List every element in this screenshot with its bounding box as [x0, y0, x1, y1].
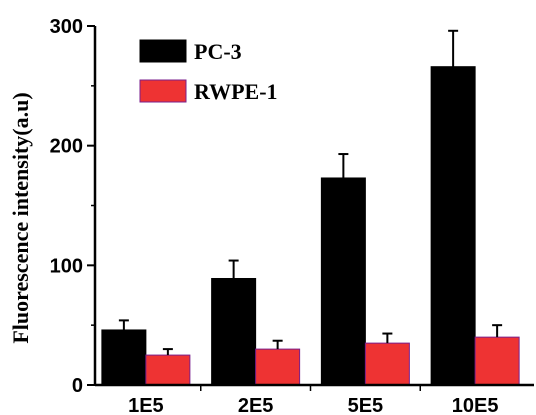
legend-swatch-rwpe-1	[139, 79, 187, 103]
y-tick-label-200: 200	[50, 136, 83, 158]
bar-rwpe-1-10e5	[474, 336, 520, 386]
bar-rwpe-1-5e5	[364, 342, 410, 386]
bar-pc-3-5e5	[320, 177, 366, 386]
x-tick-label-10e5: 10E5	[452, 395, 499, 415]
bar-pc-3-10e5	[430, 66, 476, 386]
legend-label-pc-3: PC-3	[194, 39, 242, 64]
legend-swatch-pc-3	[139, 39, 187, 63]
bar-pc-3-1e5	[101, 329, 147, 386]
bar-pc-3-2e5	[211, 277, 257, 386]
legend-label-rwpe-1: RWPE-1	[194, 79, 278, 104]
y-tick-label-300: 300	[50, 16, 83, 38]
axes-layer: 1E5 2E5 5E5 10E5 0 100 200 300	[50, 16, 534, 415]
y-tick-label-100: 100	[50, 255, 83, 277]
y-axis-label: Fluorescence intensity(a.u)	[8, 92, 33, 343]
bar-rwpe-1-1e5	[145, 354, 191, 386]
bars-layer	[101, 66, 520, 386]
y-tick-label-0: 0	[72, 375, 83, 397]
x-tick-label-1e5: 1E5	[128, 395, 164, 415]
x-tick-label-2e5: 2E5	[238, 395, 274, 415]
x-tick-label-5e5: 5E5	[348, 395, 384, 415]
legend: PC-3 RWPE-1	[139, 39, 278, 104]
bar-rwpe-1-2e5	[255, 348, 301, 386]
error-bars-layer	[118, 29, 503, 356]
